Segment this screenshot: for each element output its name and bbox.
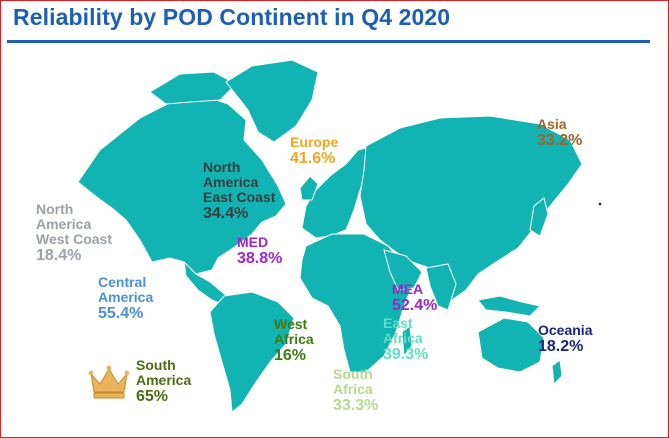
label-south-africa: South Africa 33.3% [333,366,379,415]
arctic-islands [149,71,237,105]
label-europe: Europe 41.6% [290,134,339,168]
value-south-america: 65% [136,388,169,405]
value-north-america-west-coast: 18.4% [36,247,82,264]
label-north-america-east-coast: North America East Coast 34.4% [203,159,276,223]
label-asia: Asia 33.2% [537,116,583,150]
madagascar-island [401,325,413,358]
label-oceania: Oceania 18.2% [538,322,593,356]
value-asia: 33.2% [537,132,583,149]
japan-islands [529,197,549,237]
africa-landmass [299,233,413,373]
value-oceania: 18.2% [538,338,584,355]
new-zealand-islands [551,359,563,386]
value-west-africa: 16% [274,347,307,364]
value-mea: 52.4% [392,297,438,314]
asia-landmass [359,115,583,301]
greenland-landmass [225,59,319,143]
crown-icon [88,365,130,399]
value-south-africa: 33.3% [333,397,379,414]
page-title: Reliability by POD Continent in Q4 2020 [13,4,451,30]
uk-island [299,175,319,201]
stray-dot [598,202,602,206]
label-east-africa: East Africa 39.3% [383,315,429,364]
value-north-america-east-coast: 34.4% [203,205,249,222]
australia-landmass [477,317,545,373]
value-europe: 41.6% [290,150,336,167]
label-med: MED 38.8% [237,234,283,268]
southeast-asia-islands [477,295,541,317]
title-underline [7,40,650,43]
india-subcontinent [425,263,457,311]
label-south-america: South America 65% [136,357,192,406]
label-west-africa: West Africa 16% [274,316,314,365]
value-central-america: 55.4% [98,305,144,322]
label-north-america-west-coast: North America West Coast 18.4% [36,201,112,265]
value-med: 38.8% [237,250,283,267]
value-east-africa: 39.3% [383,346,429,363]
arabian-peninsula [383,249,423,291]
south-america-landmass [209,291,295,413]
label-mea: MEA 52.4% [392,281,438,315]
label-central-america: Central America 55.4% [98,274,154,323]
